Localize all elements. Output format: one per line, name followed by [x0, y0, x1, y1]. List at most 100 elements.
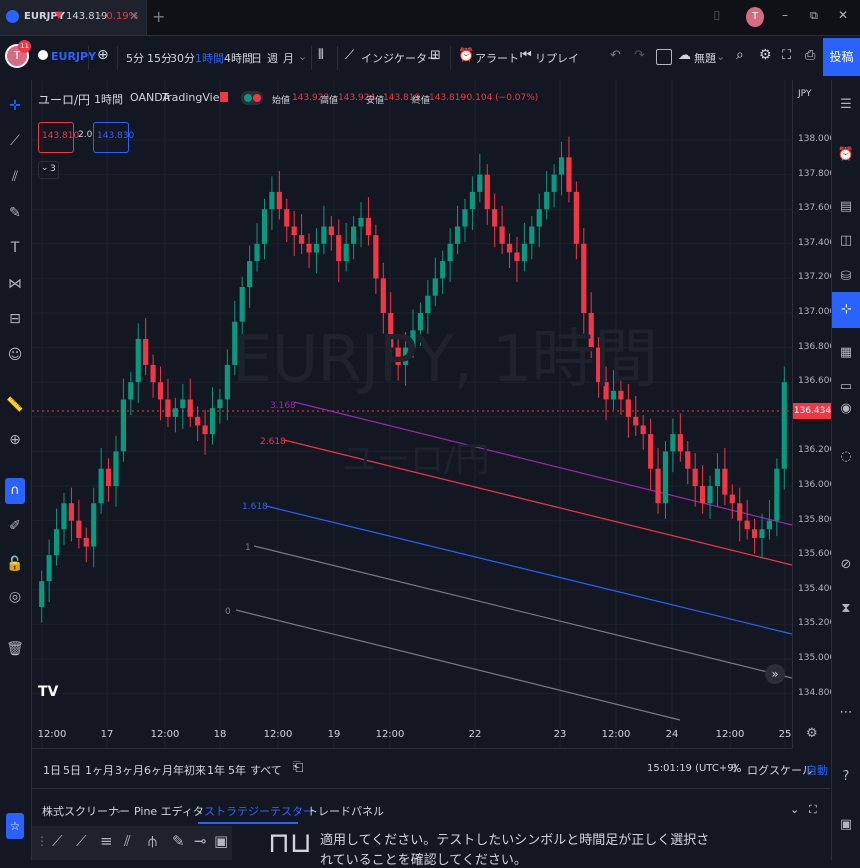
text-icon[interactable]: T — [10, 240, 20, 256]
tab-trade-panel[interactable]: トレードパネル — [307, 805, 384, 818]
range-5y[interactable]: 5年 — [228, 764, 246, 777]
templates-icon[interactable]: ⊞ — [430, 48, 441, 63]
layout-icon[interactable] — [656, 49, 672, 65]
time-axis[interactable]: 12:00 17 12:00 18 12:00 19 12:00 22 23 12:00 24 12:… — [32, 720, 832, 748]
panel-toggle-icon[interactable]: ▣ — [839, 817, 853, 832]
fav-measure-icon[interactable]: ▣ — [214, 832, 229, 850]
interval-5m[interactable]: 5分 — [126, 52, 144, 65]
tab-screener[interactable]: 株式スクリーナー — [42, 805, 130, 818]
pattern-icon[interactable]: ⋈ — [8, 276, 22, 292]
range-all[interactable]: すべて — [250, 764, 282, 777]
close-tab-icon[interactable]: ✕ — [129, 9, 140, 23]
fullscreen-icon[interactable]: ⛶ — [782, 48, 792, 63]
lock-icon[interactable]: 🔓 — [6, 556, 24, 572]
redo-icon[interactable]: ↷ — [634, 48, 645, 63]
lock-drawing-icon[interactable]: ✐ — [9, 518, 21, 534]
price-scale[interactable]: JPY 138.000 137.800 137.600 137.400 137.200 1… — [792, 80, 835, 748]
range-1y[interactable]: 1年 — [207, 764, 225, 777]
alert-clock-icon[interactable]: ⏰ — [837, 147, 855, 162]
candlestick-chart[interactable]: 3.168 2.618 1.618 1 0 — [32, 80, 792, 748]
minimize-icon[interactable]: – — [782, 8, 788, 22]
ideas-icon[interactable]: ⊹ — [832, 292, 860, 328]
favorites-icon[interactable]: ☆ — [6, 813, 24, 839]
sell-button[interactable]: 143.810 — [38, 122, 79, 153]
flag-icon[interactable] — [220, 92, 228, 102]
chart-tab[interactable]: EURJPY ▼ 143.819 −0.19% ✕ — [0, 0, 147, 35]
fav-pitchfork-icon[interactable]: ⫛ — [148, 832, 157, 850]
fav-ray-icon[interactable]: ⟋ — [76, 832, 87, 850]
range-3m[interactable]: 3ヶ月 — [115, 764, 144, 777]
scroll-right-icon[interactable]: » — [765, 664, 785, 684]
fav-trendline-icon[interactable]: ⟋ — [52, 832, 63, 850]
tab-pine-editor[interactable]: Pine エディタ — [134, 805, 204, 818]
buy-button[interactable]: 143.830 — [93, 122, 134, 153]
clock-display[interactable]: 15:01:19 (UTC+9) — [647, 763, 738, 774]
fav-fib-icon[interactable]: ≡ — [100, 832, 113, 850]
chevron-down-icon[interactable]: ⌄ — [298, 50, 308, 63]
fav-hline-icon[interactable]: ⊸ — [194, 832, 207, 850]
new-tab-icon[interactable]: + — [152, 7, 166, 26]
fav-channel-icon[interactable]: ⫽ — [124, 832, 131, 850]
interval-4h[interactable]: 4時間 — [224, 52, 253, 65]
account-icon[interactable]: T — [746, 7, 764, 27]
window-close-icon[interactable]: ✕ — [838, 8, 849, 22]
symbol-search-button[interactable]: EURJPY — [51, 50, 97, 63]
visibility-icon[interactable]: ◎ — [8, 589, 22, 605]
emoji-icon[interactable]: ☺ — [7, 347, 23, 363]
interval-week[interactable]: 週 — [267, 52, 278, 65]
camera-icon[interactable]: ⎙ — [805, 48, 816, 63]
help-icon[interactable]: ? — [842, 769, 850, 784]
calendar-icon[interactable]: ▦ — [839, 345, 853, 360]
measure-icon[interactable]: ⊟ — [9, 311, 21, 327]
collapse-panel-icon[interactable]: ⌄ — [790, 803, 800, 816]
market-status-icon[interactable] — [241, 91, 263, 105]
crosshair-icon[interactable]: ✛ — [9, 98, 21, 114]
drag-handle-icon[interactable]: ⋮ — [36, 834, 48, 848]
range-1d[interactable]: 1日 — [43, 764, 61, 777]
interval-1h[interactable]: 1時間 — [195, 52, 224, 65]
layout-chevron-icon[interactable]: ⌄ — [716, 50, 726, 63]
auto-scale-toggle[interactable]: 自動 — [806, 764, 828, 777]
alert-button[interactable]: アラート — [475, 52, 519, 65]
compare-icon[interactable]: ⊕ — [97, 47, 109, 63]
magnet-icon[interactable]: ∩ — [5, 478, 25, 504]
maximize-panel-icon[interactable]: ⛶ — [809, 803, 817, 816]
tab-strategy-tester[interactable]: ストラテジーテスター — [204, 805, 314, 818]
indicators-button[interactable]: インジケーター — [361, 52, 438, 65]
legend-title[interactable]: ユーロ/円 — [38, 93, 91, 107]
currency-button[interactable]: JPY — [798, 89, 812, 99]
order-panel-icon[interactable]: ⊘ — [840, 557, 852, 572]
candle-type-icon[interactable]: ⫴ — [318, 47, 324, 63]
percent-toggle[interactable]: % — [731, 762, 742, 775]
restore-icon[interactable]: ⧉ — [810, 9, 818, 22]
interval-day[interactable]: 日 — [251, 52, 262, 65]
replay-button[interactable]: リプレイ — [535, 52, 579, 65]
layout-name-button[interactable]: 無題 — [694, 52, 716, 65]
screener-chevron-icon[interactable]: ⌄ — [114, 803, 124, 816]
hotlist-icon[interactable]: ⛁ — [840, 269, 852, 284]
undo-icon[interactable]: ↶ — [610, 48, 621, 63]
search-icon[interactable]: ⌕ — [736, 47, 744, 63]
interval-month[interactable]: 月 — [283, 52, 294, 65]
signal-icon[interactable]: ⋯ — [839, 705, 853, 720]
zoom-icon[interactable]: ⊕ — [9, 432, 21, 448]
watchlist-icon[interactable]: ☰ — [840, 97, 852, 112]
ruler-icon[interactable]: 📏 — [6, 397, 24, 413]
post-button[interactable]: 投稿 — [823, 38, 860, 76]
news-icon[interactable]: ▤ — [839, 199, 853, 214]
legend-collapse-button[interactable]: ⌄ 3 — [38, 161, 59, 179]
notifications-icon[interactable]: ◌ — [840, 449, 852, 464]
range-ytd[interactable]: 年初来 — [173, 764, 206, 777]
data-window-icon[interactable]: ◫ — [839, 233, 853, 248]
brush-icon[interactable]: ✎ — [9, 205, 21, 221]
interval-15m[interactable]: 15分 — [147, 52, 172, 65]
streams-icon[interactable]: ◉ — [840, 401, 852, 416]
trash-icon[interactable]: 🗑 — [6, 641, 24, 657]
channel-icon[interactable]: ⫽ — [11, 169, 19, 185]
gear-icon[interactable]: ⚙ — [759, 47, 772, 63]
range-1m[interactable]: 1ヶ月 — [85, 764, 114, 777]
trendline-icon[interactable]: ⟋ — [10, 133, 20, 149]
goto-date-icon[interactable]: ⎗ — [293, 760, 304, 775]
interval-30m[interactable]: 30分 — [170, 52, 195, 65]
range-6m[interactable]: 6ヶ月 — [144, 764, 173, 777]
